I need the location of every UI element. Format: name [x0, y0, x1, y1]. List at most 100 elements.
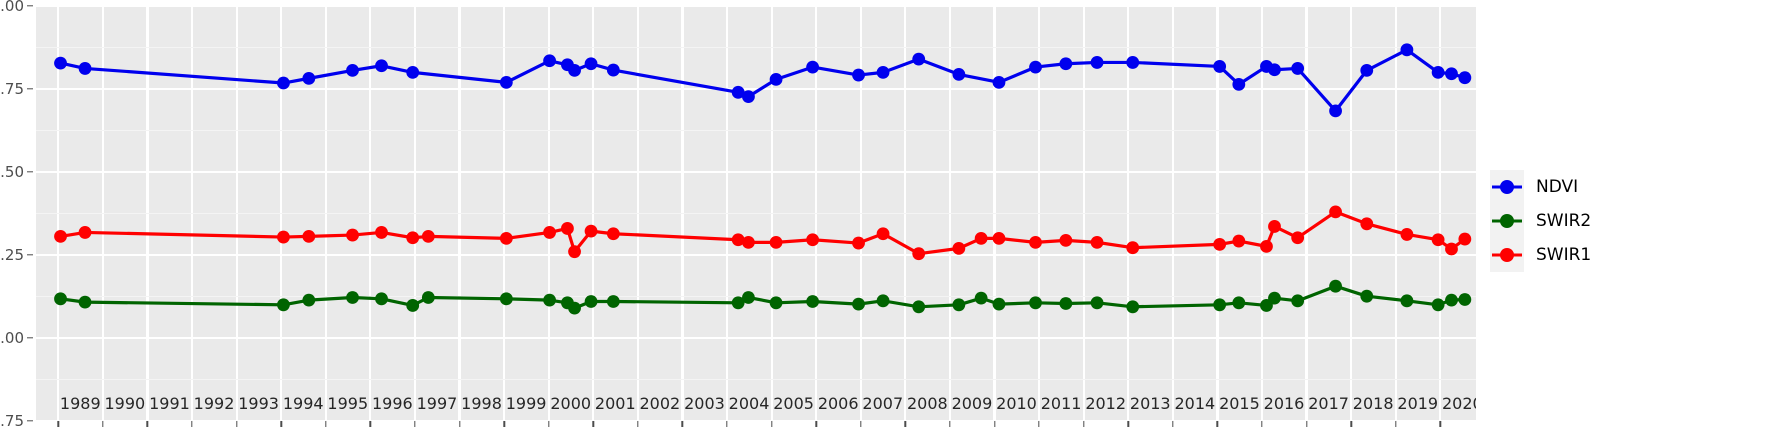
- data-point-swir2: [346, 291, 359, 304]
- data-point-swir1: [1445, 242, 1458, 256]
- x-tick-mark: [503, 421, 505, 427]
- x-tick-mark: [1305, 421, 1308, 427]
- data-point-swir1: [1400, 228, 1414, 241]
- y-tick-mark: [27, 420, 33, 422]
- x-tick-label: 2001: [594, 394, 636, 413]
- data-point-ndvi: [1232, 77, 1246, 91]
- x-tick-mark: [949, 421, 951, 427]
- x-tick-label: 2019: [1397, 394, 1439, 413]
- data-point-swir2: [1329, 279, 1342, 293]
- data-point-ndvi: [1029, 60, 1042, 74]
- x-tick-mark: [146, 421, 149, 427]
- data-point-swir2: [731, 296, 745, 310]
- y-tick-mark: [27, 171, 33, 173]
- data-point-swir2: [1431, 298, 1445, 312]
- x-tick-mark: [57, 421, 59, 427]
- data-point-swir1: [1431, 233, 1445, 247]
- x-tick-label: 2008: [906, 394, 948, 413]
- data-point-ndvi: [912, 52, 926, 66]
- x-tick-label: 2005: [773, 394, 814, 413]
- x-tick-label: 2011: [1040, 394, 1082, 413]
- legend-key-dot-icon: [1500, 180, 1514, 194]
- x-tick-mark: [1439, 421, 1442, 427]
- gridline-minor-horizontal: [36, 46, 1476, 49]
- data-point-swir1: [1029, 235, 1042, 249]
- data-point-swir1: [1090, 235, 1104, 249]
- x-tick-mark: [1216, 421, 1219, 427]
- y-tick-label: 1.00: [0, 329, 24, 347]
- data-point-swir2: [421, 291, 435, 304]
- data-point-ndvi: [54, 56, 67, 70]
- gridline-minor-horizontal: [36, 129, 1476, 132]
- data-point-ndvi: [1090, 56, 1104, 69]
- data-point-ndvi: [1360, 64, 1374, 77]
- data-point-swir2: [78, 295, 92, 309]
- data-point-swir2: [1232, 296, 1246, 310]
- data-point-swir1: [1232, 234, 1246, 248]
- x-tick-label: 1992: [193, 394, 235, 413]
- data-point-swir1: [1213, 237, 1227, 251]
- legend-key-swatch: [1490, 238, 1524, 272]
- data-point-ndvi: [876, 66, 890, 79]
- data-point-swir2: [277, 298, 290, 312]
- x-tick-label: 2007: [862, 394, 904, 413]
- x-tick-mark: [280, 421, 282, 427]
- y-tick-label: 1.75: [0, 80, 24, 98]
- legend-item-swir2[interactable]: SWIR2: [1490, 204, 1591, 238]
- data-point-ndvi: [1213, 60, 1227, 73]
- x-tick-mark: [458, 421, 461, 427]
- series-ndvi: [54, 43, 1472, 118]
- x-axis: [36, 421, 1476, 442]
- data-point-swir1: [1126, 241, 1140, 255]
- legend-items: NDVI SWIR2 SWIR1: [1490, 170, 1591, 272]
- x-tick-label: 1993: [238, 394, 279, 413]
- y-tick-label: 1.50: [0, 163, 24, 181]
- y-tick-mark: [27, 5, 33, 7]
- x-tick-label: 2012: [1085, 394, 1127, 413]
- gridline-minor-horizontal: [36, 378, 1476, 381]
- y-tick-label: 0.75: [0, 412, 24, 430]
- data-point-swir2: [499, 292, 513, 306]
- legend-item-ndvi[interactable]: NDVI: [1490, 170, 1591, 204]
- data-point-swir1: [1458, 232, 1472, 246]
- data-point-swir1: [1059, 233, 1073, 247]
- x-tick-mark: [1395, 421, 1397, 427]
- data-point-ndvi: [1126, 56, 1140, 69]
- data-point-ndvi: [543, 54, 556, 68]
- data-point-ndvi: [1458, 71, 1472, 85]
- data-point-swir2: [1445, 293, 1458, 307]
- x-tick-mark: [325, 421, 327, 427]
- data-point-swir1: [992, 232, 1006, 245]
- x-tick-mark: [191, 421, 193, 427]
- data-point-swir2: [974, 291, 988, 305]
- series-swir2: [54, 279, 1472, 315]
- x-tick-label: 2010: [996, 394, 1037, 413]
- data-point-ndvi: [992, 75, 1006, 89]
- data-point-swir1: [584, 224, 598, 238]
- data-point-swir1: [1260, 239, 1273, 253]
- plot-panel: 1989 1990 1991 1992 1993 1994 1995 1996 1997 1998…: [36, 6, 1476, 421]
- legend-item-swir1[interactable]: SWIR1: [1490, 238, 1591, 272]
- data-point-swir1: [769, 235, 783, 249]
- data-point-ndvi: [277, 76, 290, 90]
- plot-series-svg: [54, 43, 1472, 315]
- gridline-major-horizontal: [36, 336, 1476, 340]
- x-tick-label: 1989: [59, 394, 101, 413]
- data-point-ndvi: [769, 72, 783, 86]
- data-point-swir1: [1268, 220, 1281, 233]
- data-point-swir1: [876, 227, 890, 241]
- gridline-major-horizontal: [36, 87, 1476, 91]
- data-point-ndvi: [1329, 104, 1342, 118]
- data-point-ndvi: [499, 75, 513, 89]
- x-tick-label: 2003: [684, 394, 725, 413]
- x-tick-mark: [815, 421, 817, 427]
- series-line-ndvi: [58, 48, 1467, 113]
- data-point-ndvi: [1445, 67, 1458, 81]
- x-tick-mark: [770, 421, 773, 427]
- x-tick-label: 2002: [639, 394, 681, 413]
- data-point-swir2: [1029, 296, 1042, 310]
- data-point-swir1: [806, 233, 820, 247]
- data-point-swir2: [1059, 297, 1073, 310]
- data-point-swir1: [406, 231, 420, 245]
- x-tick-mark: [1127, 421, 1129, 427]
